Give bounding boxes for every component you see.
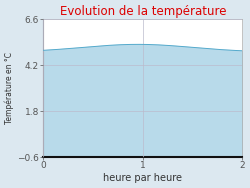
- Y-axis label: Température en °C: Température en °C: [5, 52, 14, 124]
- Title: Evolution de la température: Evolution de la température: [60, 5, 226, 18]
- X-axis label: heure par heure: heure par heure: [103, 173, 182, 183]
